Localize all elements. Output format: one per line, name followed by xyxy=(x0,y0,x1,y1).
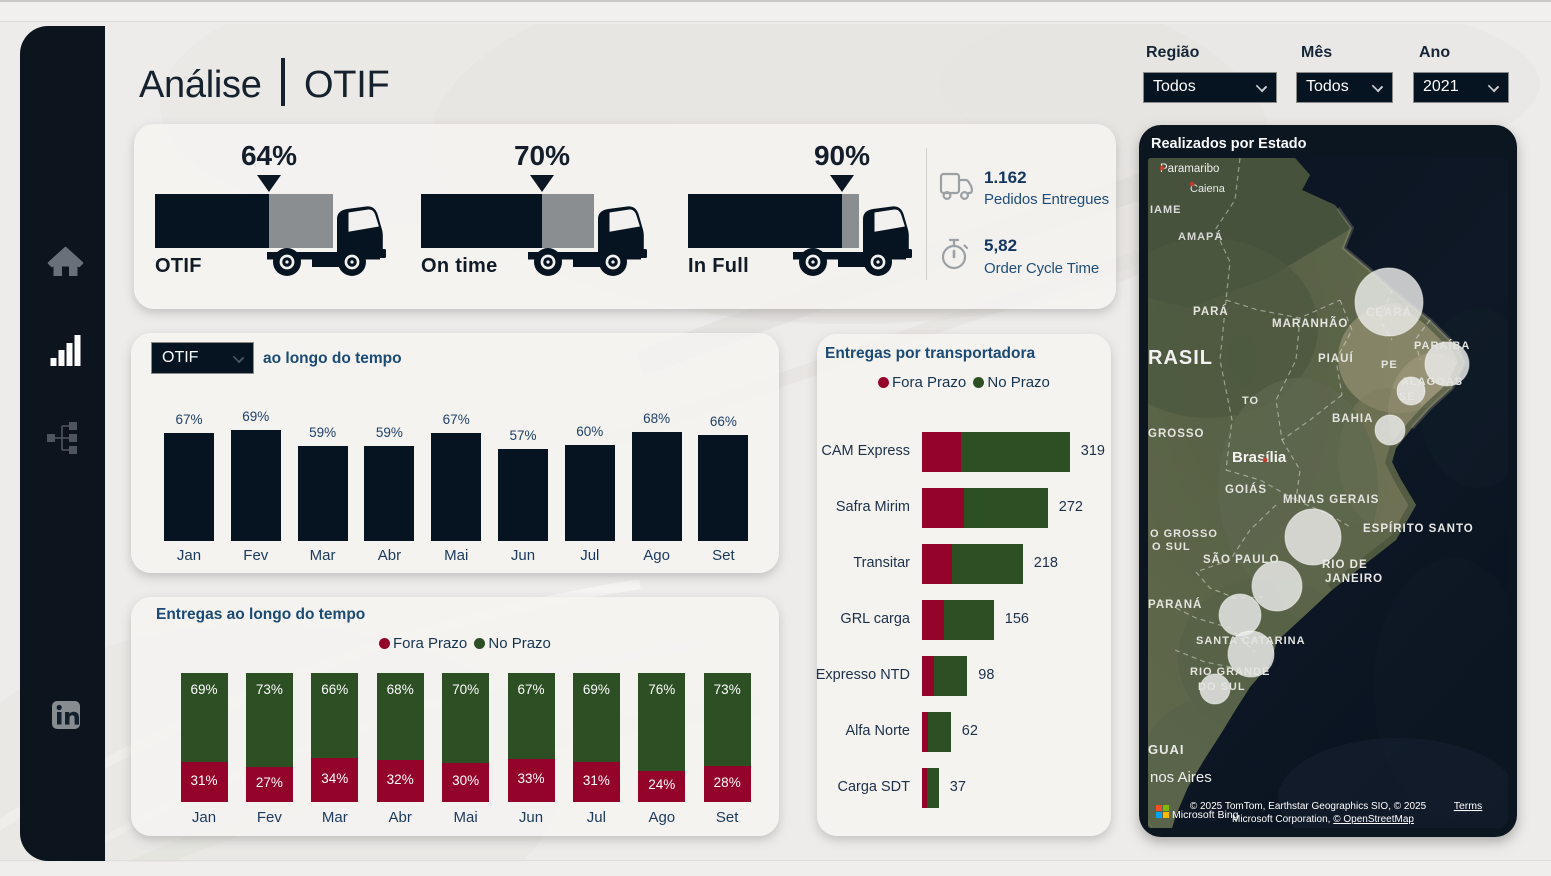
svg-text:RIO GRANDE: RIO GRANDE xyxy=(1190,666,1270,678)
svg-text:GUAI: GUAI xyxy=(1148,742,1185,757)
svg-text:PIAUÍ: PIAUÍ xyxy=(1318,352,1354,365)
svg-text:O GROSSO: O GROSSO xyxy=(1150,528,1218,540)
svg-text:Terms: Terms xyxy=(1454,800,1483,812)
svg-text:BAHIA: BAHIA xyxy=(1332,413,1373,425)
svg-text:Microsoft Bing: Microsoft Bing xyxy=(1172,809,1239,821)
svg-text:ALAGOAS: ALAGOAS xyxy=(1401,376,1463,388)
svg-text:Caiena: Caiena xyxy=(1190,183,1226,195)
svg-text:RIO DE: RIO DE xyxy=(1322,559,1368,571)
svg-text:SANTA CATARINA: SANTA CATARINA xyxy=(1196,635,1306,647)
svg-text:PARÁ: PARÁ xyxy=(1193,305,1229,318)
svg-text:IAME: IAME xyxy=(1150,204,1182,216)
svg-text:MINAS GERAIS: MINAS GERAIS xyxy=(1283,494,1379,506)
svg-text:Paramaribo: Paramaribo xyxy=(1160,163,1219,175)
svg-text:Microsoft Corporation, © OpenS: Microsoft Corporation, © OpenStreetMap xyxy=(1232,814,1414,825)
svg-text:DO SUL: DO SUL xyxy=(1198,681,1246,693)
svg-text:GOIÁS: GOIÁS xyxy=(1225,483,1267,496)
svg-text:SÃO PAULO: SÃO PAULO xyxy=(1203,553,1280,566)
svg-text:RASIL: RASIL xyxy=(1148,347,1213,369)
svg-text:TO: TO xyxy=(1242,395,1259,407)
svg-text:JANEIRO: JANEIRO xyxy=(1325,573,1383,585)
svg-text:PE: PE xyxy=(1381,359,1398,371)
svg-text:GROSSO: GROSSO xyxy=(1148,428,1204,440)
svg-text:O SUL: O SUL xyxy=(1152,541,1191,553)
svg-text:nos Aires: nos Aires xyxy=(1150,769,1212,786)
svg-text:PARANÁ: PARANÁ xyxy=(1148,598,1202,611)
svg-text:Brasília: Brasília xyxy=(1232,449,1287,466)
svg-text:CEARÁ: CEARÁ xyxy=(1366,306,1412,319)
svg-text:© 2025 TomTom, Earthstar Geogr: © 2025 TomTom, Earthstar Geographics SIO… xyxy=(1190,801,1427,812)
svg-text:SE: SE xyxy=(1399,391,1416,403)
svg-text:ESPÍRITO SANTO: ESPÍRITO SANTO xyxy=(1363,522,1474,535)
svg-text:AMAPÁ: AMAPÁ xyxy=(1178,230,1223,243)
svg-text:MARANHÃO: MARANHÃO xyxy=(1272,317,1348,330)
svg-text:PARAÍBA: PARAÍBA xyxy=(1414,339,1470,352)
